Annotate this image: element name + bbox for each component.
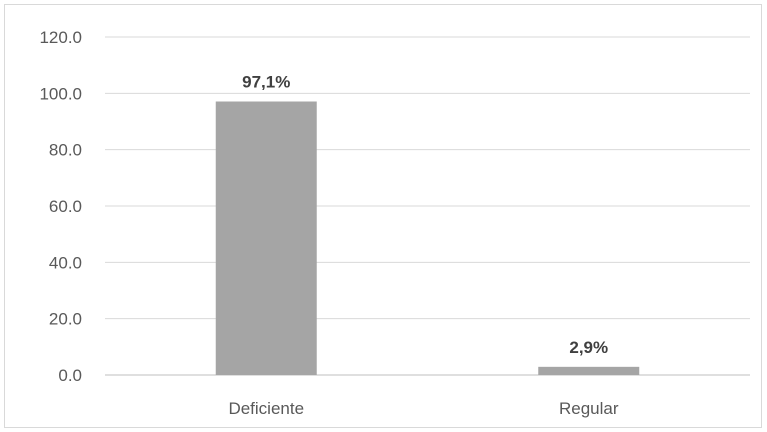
bar-regular [538, 366, 640, 375]
data-label: 97,1% [242, 73, 290, 92]
data-label: 2,9% [569, 338, 608, 357]
y-tick-label: 0.0 [58, 366, 82, 385]
chart-frame [4, 4, 762, 428]
y-tick-label: 80.0 [49, 141, 82, 160]
x-tick-label: Regular [559, 399, 619, 418]
y-tick-label: 60.0 [49, 197, 82, 216]
y-tick-label: 120.0 [39, 28, 82, 47]
bar-deficiente [215, 101, 317, 376]
y-tick-label: 40.0 [49, 253, 82, 272]
y-tick-label: 100.0 [39, 84, 82, 103]
y-tick-label: 20.0 [49, 310, 82, 329]
x-tick-label: Deficiente [228, 399, 304, 418]
